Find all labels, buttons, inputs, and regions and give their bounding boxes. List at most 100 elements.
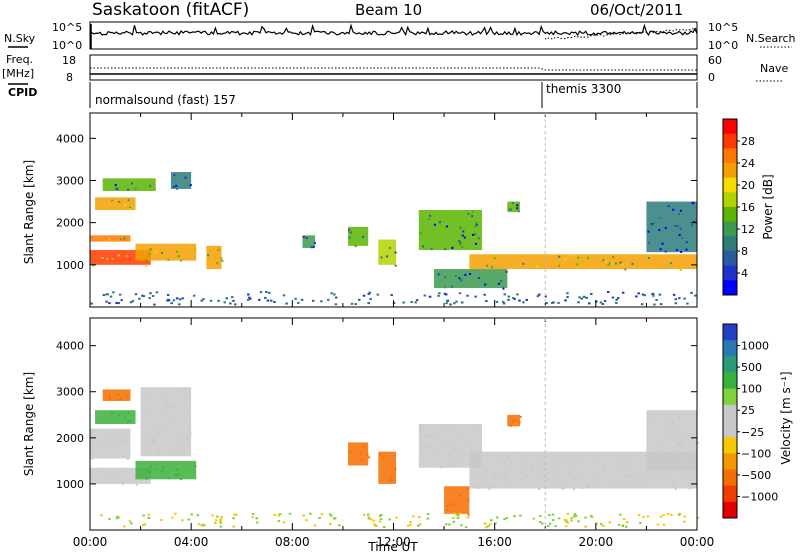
echo-cell	[546, 525, 550, 528]
echo-cell	[448, 430, 451, 433]
echo-cell	[95, 410, 136, 424]
echo-cell	[141, 294, 144, 297]
echo-cell	[509, 208, 512, 211]
echo-cell	[178, 443, 181, 446]
echo-cell	[378, 239, 397, 265]
nave-tick-top: 60	[708, 54, 722, 67]
echo-cell	[474, 428, 477, 431]
echo-cell	[606, 291, 610, 294]
echo-cell	[225, 297, 229, 300]
echo-cell	[167, 391, 170, 394]
echo-cell	[659, 449, 662, 452]
echo-cell	[131, 300, 135, 303]
echo-cell	[601, 302, 605, 305]
echo-cell	[282, 521, 286, 524]
echo-cell	[438, 292, 441, 295]
echo-cell	[246, 298, 250, 301]
echo-cell	[100, 444, 103, 447]
echo-cell	[231, 296, 234, 299]
echo-cell	[454, 274, 457, 277]
echo-cell	[625, 470, 628, 473]
echo-cell	[148, 470, 151, 473]
x-axis-label: Time UT	[367, 540, 418, 554]
echo-cell	[522, 301, 525, 304]
echo-cell	[651, 422, 654, 425]
echo-cell	[547, 478, 550, 481]
echo-cell	[658, 228, 661, 231]
echo-region	[135, 460, 197, 481]
echo-cell	[119, 238, 122, 241]
echo-cell	[166, 299, 169, 302]
echo-cell	[516, 452, 519, 455]
echo-cell	[666, 512, 670, 515]
echo-cell	[631, 262, 634, 265]
echo-cell	[170, 172, 192, 189]
echo-cell	[106, 477, 109, 480]
echo-cell	[666, 264, 669, 267]
echo-cell	[119, 397, 122, 400]
echo-cell	[538, 521, 542, 524]
echo-cell	[294, 297, 297, 300]
echo-cell	[367, 302, 370, 305]
echo-cell	[202, 523, 205, 526]
echo-cell	[430, 248, 433, 251]
echo-cell	[424, 434, 427, 437]
echo-cell	[232, 525, 236, 528]
echo-cell	[670, 513, 673, 516]
echo-cell	[149, 248, 152, 251]
echo-region	[469, 254, 698, 271]
echo-cell	[366, 513, 370, 516]
colorbar-segment	[723, 251, 737, 267]
colorbar-tick-label: −500	[741, 469, 771, 482]
echo-cell	[514, 419, 517, 422]
echo-cell	[219, 518, 223, 521]
echo-cell	[619, 261, 622, 264]
echo-cell	[662, 514, 665, 517]
echo-cell	[522, 262, 525, 265]
colorbar-segment	[723, 469, 737, 487]
echo-cell	[108, 238, 111, 241]
y-tick-label: 3000	[56, 386, 84, 399]
echo-cell	[650, 223, 653, 226]
echo-cell	[446, 299, 449, 302]
echo-cell	[595, 522, 598, 525]
echo-cell	[444, 276, 447, 279]
echo-cell	[149, 450, 152, 453]
echo-cell	[651, 292, 654, 295]
echo-cell	[659, 248, 662, 251]
echo-cell	[666, 415, 669, 418]
colorbar-tick-label: 20	[741, 179, 755, 192]
echo-cell	[168, 453, 171, 456]
echo-cell	[472, 486, 475, 489]
power-colorbar-label: Power [dB]	[761, 174, 775, 239]
echo-cell	[114, 183, 117, 186]
echo-cell	[661, 455, 664, 458]
echo-cell	[611, 479, 614, 482]
echo-cell	[598, 473, 601, 476]
echo-cell	[389, 476, 392, 479]
power-echo-layer	[90, 172, 698, 306]
echo-cell	[380, 256, 383, 259]
echo-cell	[394, 264, 397, 267]
echo-cell	[452, 517, 455, 520]
echo-cell	[462, 230, 465, 233]
echo-cell	[554, 525, 557, 528]
echo-cell	[162, 466, 165, 469]
echo-cell	[640, 303, 644, 306]
cpid-label: CPID	[8, 86, 37, 99]
colorbar-tick-label: 4	[741, 267, 748, 280]
echo-cell	[143, 523, 147, 526]
colorbar-segment	[723, 133, 737, 149]
echo-cell	[149, 465, 152, 468]
echo-cell	[170, 302, 173, 305]
echo-cell	[558, 255, 561, 258]
echo-cell	[561, 460, 564, 463]
echo-cell	[459, 226, 462, 229]
echo-cell	[453, 302, 456, 305]
echo-cell	[176, 468, 179, 471]
echo-region	[95, 197, 136, 210]
echo-cell	[679, 227, 682, 230]
echo-cell	[578, 476, 581, 479]
echo-cell	[581, 486, 584, 489]
colorbar-segment	[723, 372, 737, 390]
